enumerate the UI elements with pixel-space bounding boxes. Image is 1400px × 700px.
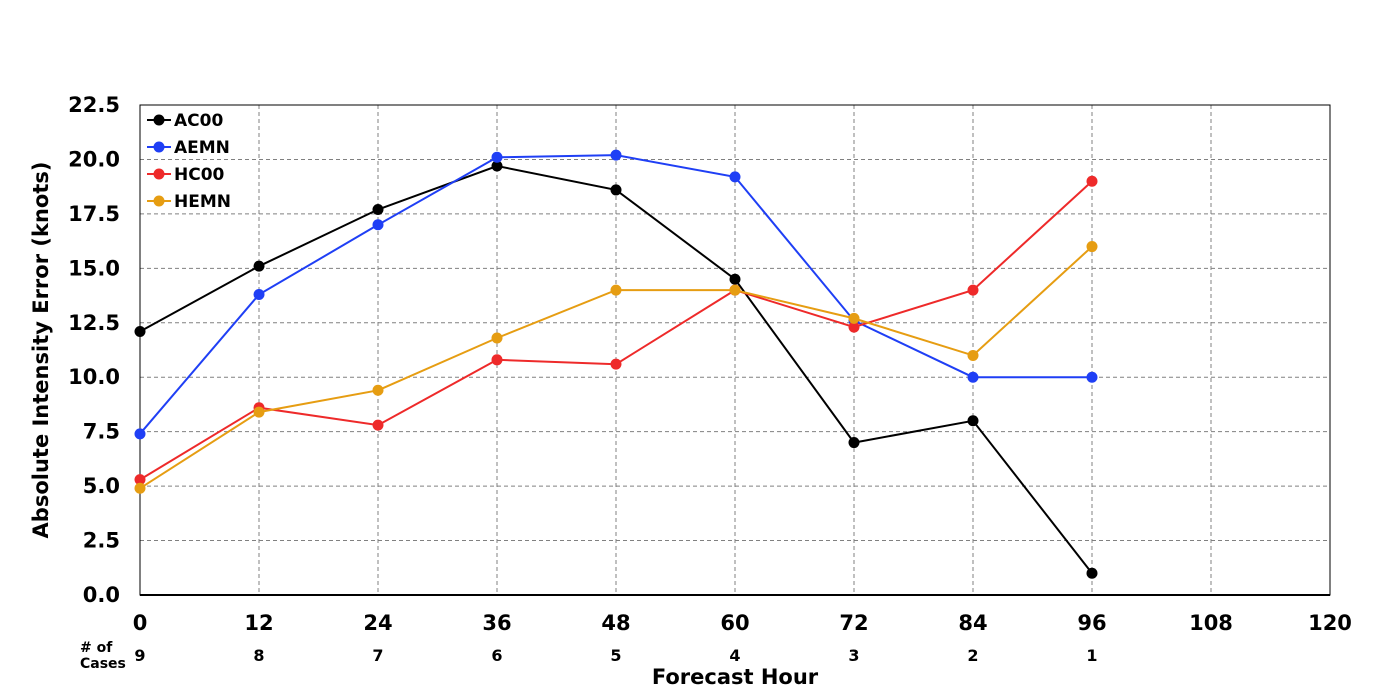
data-point <box>967 371 979 383</box>
data-point <box>372 204 384 216</box>
data-point <box>729 284 741 296</box>
y-tick-label: 10.0 <box>68 365 120 389</box>
data-point <box>372 219 384 231</box>
data-point <box>610 284 622 296</box>
x-axis-label: Forecast Hour <box>652 665 819 689</box>
data-point <box>729 273 741 285</box>
y-tick-label: 5.0 <box>83 474 120 498</box>
data-point <box>848 312 860 324</box>
legend-label: AEMN <box>174 138 230 158</box>
data-point <box>372 384 384 396</box>
data-point <box>967 415 979 427</box>
grid-lines <box>140 105 1330 595</box>
legend-marker <box>153 195 165 207</box>
legend-item-hemn: HEMN <box>147 192 231 212</box>
legend-marker <box>153 141 165 153</box>
data-point <box>1086 567 1098 579</box>
data-point <box>848 321 860 333</box>
x-tick-label: 48 <box>601 611 630 635</box>
legend-item-ac00: AC00 <box>147 111 223 131</box>
series-hemn <box>134 241 1098 494</box>
cases-count: 4 <box>729 646 740 665</box>
data-point <box>134 482 146 494</box>
y-tick-label: 7.5 <box>83 420 120 444</box>
legend-label: HC00 <box>174 165 225 185</box>
y-tick-label: 17.5 <box>68 202 120 226</box>
legend-item-hc00: HC00 <box>147 165 225 185</box>
x-tick-label: 60 <box>720 611 749 635</box>
cases-label-line2: Cases <box>80 656 126 672</box>
data-point <box>967 284 979 296</box>
x-tick-label: 0 <box>133 611 148 635</box>
data-point <box>134 474 146 486</box>
y-tick-label: 20.0 <box>68 147 120 171</box>
data-point <box>491 332 503 344</box>
cases-count: 1 <box>1086 646 1097 665</box>
cases-row: # of Cases 9 8 7 6 5 4 3 2 1 <box>80 640 1098 672</box>
y-tick-label: 2.5 <box>83 529 120 553</box>
data-point <box>610 358 622 370</box>
x-tick-label: 108 <box>1189 611 1233 635</box>
data-point <box>491 354 503 366</box>
legend-marker <box>153 168 165 180</box>
cases-count: 6 <box>491 646 502 665</box>
x-tick-label: 12 <box>244 611 273 635</box>
legend-label: AC00 <box>174 111 223 131</box>
data-point <box>967 349 979 361</box>
y-tick-labels: 0.0 2.5 5.0 7.5 10.0 12.5 15.0 17.5 20.0 22.5 <box>68 93 120 607</box>
x-tick-label: 84 <box>958 611 987 635</box>
cases-count: 9 <box>134 646 145 665</box>
x-tick-label: 24 <box>363 611 392 635</box>
x-tick-label: 120 <box>1308 611 1352 635</box>
data-point <box>610 184 622 196</box>
data-point <box>134 428 146 440</box>
y-axis-label: Absolute Intensity Error (knots) <box>29 162 53 539</box>
data-point <box>610 149 622 161</box>
data-point <box>253 406 265 418</box>
data-point <box>253 260 265 272</box>
cases-count: 5 <box>610 646 621 665</box>
legend: AC00 AEMN HC00 HEMN <box>147 111 231 212</box>
cases-count: 8 <box>253 646 264 665</box>
x-tick-label: 96 <box>1077 611 1106 635</box>
y-tick-label: 22.5 <box>68 93 120 117</box>
cases-count: 7 <box>372 646 383 665</box>
series-ac00 <box>134 160 1098 579</box>
x-tick-label: 72 <box>839 611 868 635</box>
data-point <box>1086 241 1098 253</box>
cases-count: 2 <box>967 646 978 665</box>
data-point <box>491 151 503 163</box>
series-layer <box>134 149 1098 579</box>
y-tick-label: 12.5 <box>68 311 120 335</box>
data-point <box>1086 371 1098 383</box>
legend-label: HEMN <box>174 192 231 212</box>
y-tick-label: 15.0 <box>68 256 120 280</box>
legend-item-aemn: AEMN <box>147 138 230 158</box>
x-tick-label: 36 <box>482 611 511 635</box>
cases-label-line1: # of <box>80 640 113 656</box>
y-tick-label: 0.0 <box>83 583 120 607</box>
data-point <box>372 419 384 431</box>
data-point <box>253 288 265 300</box>
x-tick-labels: 0 12 24 36 48 60 72 84 96 108 120 <box>133 611 1352 635</box>
data-point <box>491 160 503 172</box>
data-point <box>1086 175 1098 187</box>
data-point <box>729 171 741 183</box>
data-point <box>134 325 146 337</box>
cases-count: 3 <box>848 646 859 665</box>
legend-marker <box>153 114 165 126</box>
data-point <box>848 437 860 449</box>
